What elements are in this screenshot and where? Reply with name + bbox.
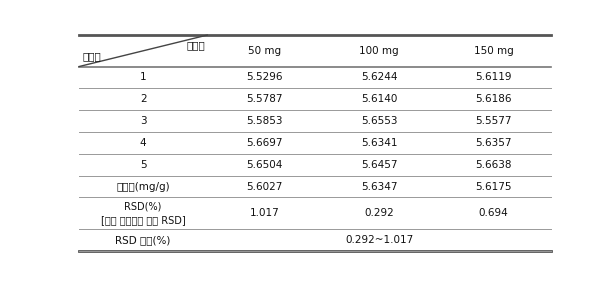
Text: 분석값(mg/g): 분석값(mg/g) <box>116 182 170 192</box>
Text: 5.6504: 5.6504 <box>246 160 283 170</box>
Text: 50 mg: 50 mg <box>248 46 281 56</box>
Text: 100 mg: 100 mg <box>359 46 399 56</box>
Text: 5.6357: 5.6357 <box>475 138 512 148</box>
Text: 5.5577: 5.5577 <box>475 116 512 126</box>
Text: 검체량: 검체량 <box>186 40 205 50</box>
Text: RSD(%)
[검체 측정값에 대한 RSD]: RSD(%) [검체 측정값에 대한 RSD] <box>101 201 186 225</box>
Text: 2: 2 <box>140 94 147 104</box>
Text: 5.5787: 5.5787 <box>246 94 283 104</box>
Text: 5.6697: 5.6697 <box>246 138 283 148</box>
Text: 5.6186: 5.6186 <box>475 94 512 104</box>
Text: 4: 4 <box>140 138 147 148</box>
Text: 5.5853: 5.5853 <box>246 116 283 126</box>
Text: 5.5296: 5.5296 <box>246 72 283 82</box>
Text: 0.292~1.017: 0.292~1.017 <box>345 235 413 245</box>
Text: 1: 1 <box>140 72 147 82</box>
Text: 150 mg: 150 mg <box>474 46 513 56</box>
Text: 반복수: 반복수 <box>83 51 102 61</box>
Text: 5.6457: 5.6457 <box>361 160 397 170</box>
Text: 3: 3 <box>140 116 147 126</box>
Text: 5.6027: 5.6027 <box>246 182 283 192</box>
Text: 5.6638: 5.6638 <box>475 160 512 170</box>
Text: 0.292: 0.292 <box>364 208 394 218</box>
Text: 0.694: 0.694 <box>479 208 508 218</box>
Text: 1.017: 1.017 <box>249 208 280 218</box>
Text: 5: 5 <box>140 160 147 170</box>
Text: RSD 구간(%): RSD 구간(%) <box>115 235 171 245</box>
Text: 5.6244: 5.6244 <box>361 72 397 82</box>
Text: 5.6341: 5.6341 <box>361 138 397 148</box>
Text: 5.6140: 5.6140 <box>361 94 397 104</box>
Text: 5.6175: 5.6175 <box>475 182 512 192</box>
Text: 5.6553: 5.6553 <box>361 116 397 126</box>
Text: 5.6347: 5.6347 <box>361 182 397 192</box>
Text: 5.6119: 5.6119 <box>475 72 512 82</box>
